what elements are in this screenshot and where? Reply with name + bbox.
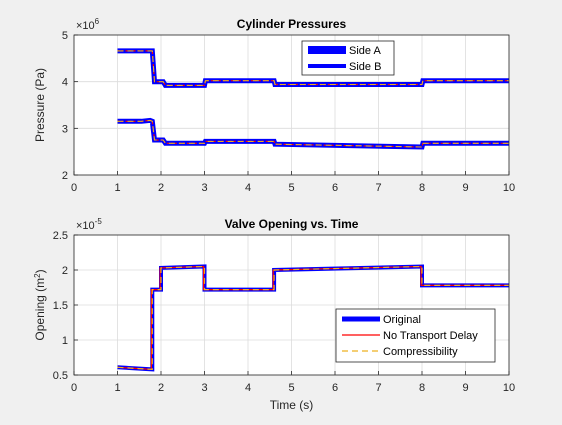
y-tick-label: 1.5 — [53, 300, 68, 312]
legend: Side A Side B — [301, 40, 395, 76]
y-tick-label: 0.5 — [53, 370, 68, 382]
x-tick-label: 4 — [245, 182, 251, 194]
x-tick-label: 9 — [462, 382, 468, 394]
chart-title: Valve Opening vs. Time — [225, 217, 359, 231]
x-tick-label: 6 — [332, 382, 338, 394]
x-tick-label: 5 — [288, 182, 294, 194]
y-axis-label: Pressure (Pa) — [33, 68, 47, 142]
y-axis-label-sup: 2 — [33, 273, 42, 278]
legend-label: Side A — [349, 45, 381, 57]
exponent-power: -5 — [95, 217, 103, 226]
x-tick-label: 3 — [201, 182, 207, 194]
x-tick-label: 0 — [71, 382, 77, 394]
y-exponent-label: ×106 — [76, 17, 100, 32]
x-tick-label: 10 — [503, 382, 515, 394]
y-tick-label: 2.5 — [53, 230, 68, 242]
y-tick-label: 2 — [62, 265, 68, 277]
x-tick-label: 7 — [375, 182, 381, 194]
x-tick-label: 9 — [462, 182, 468, 194]
series-overlay-yellow — [117, 119, 509, 148]
y-axis-label-text: Pressure (Pa) — [33, 68, 47, 142]
y-tick-label: 5 — [62, 30, 68, 42]
y-axis-label-text: Opening (m — [33, 278, 47, 341]
legend: Original No Transport Delay Compressibilit… — [335, 308, 496, 363]
x-tick-label: 0 — [71, 182, 77, 194]
x-tick-label: 8 — [419, 382, 425, 394]
y-tick-label: 2 — [62, 170, 68, 182]
exponent-base: ×10 — [76, 20, 95, 32]
y-tick-label: 1 — [62, 335, 68, 347]
x-tick-label: 7 — [375, 382, 381, 394]
series-overlay-yellow — [117, 50, 509, 86]
y-axis-label-end: ) — [33, 269, 47, 273]
x-tick-label: 1 — [114, 182, 120, 194]
x-tick-label: 4 — [245, 382, 251, 394]
exponent-base: ×10 — [76, 220, 95, 232]
legend-label: Compressibility — [383, 346, 458, 358]
series-group — [117, 48, 509, 150]
legend-label: Original — [383, 314, 421, 326]
series-line-no-transport-delay — [117, 265, 509, 371]
series-line-compressibility — [117, 265, 509, 371]
x-tick-label: 1 — [114, 382, 120, 394]
y-axis-label: Opening (m2) — [33, 269, 47, 340]
x-tick-label: 2 — [158, 182, 164, 194]
x-tick-label: 2 — [158, 382, 164, 394]
y-tick-label: 3 — [62, 123, 68, 135]
y-exponent-label: ×10-5 — [76, 217, 102, 232]
x-tick-label: 10 — [503, 182, 515, 194]
x-tick-label: 5 — [288, 382, 294, 394]
axes-frame — [73, 34, 510, 176]
legend-label: Side B — [349, 61, 381, 73]
legend-label: No Transport Delay — [383, 330, 478, 342]
x-tick-label: 3 — [201, 382, 207, 394]
x-tick-label: 6 — [332, 182, 338, 194]
x-tick-label: 8 — [419, 182, 425, 194]
axes-2: 0 1 2 3 4 5 6 7 8 9 10 0.5 1 1.5 2 2.5 ×10-5 Valve Openin… — [33, 217, 515, 412]
chart-title: Cylinder Pressures — [237, 17, 347, 31]
axes-frame — [73, 234, 510, 376]
series-group — [117, 264, 509, 372]
y-tick-label: 4 — [62, 77, 68, 89]
exponent-power: 6 — [95, 17, 100, 26]
x-axis-label: Time (s) — [270, 398, 314, 412]
